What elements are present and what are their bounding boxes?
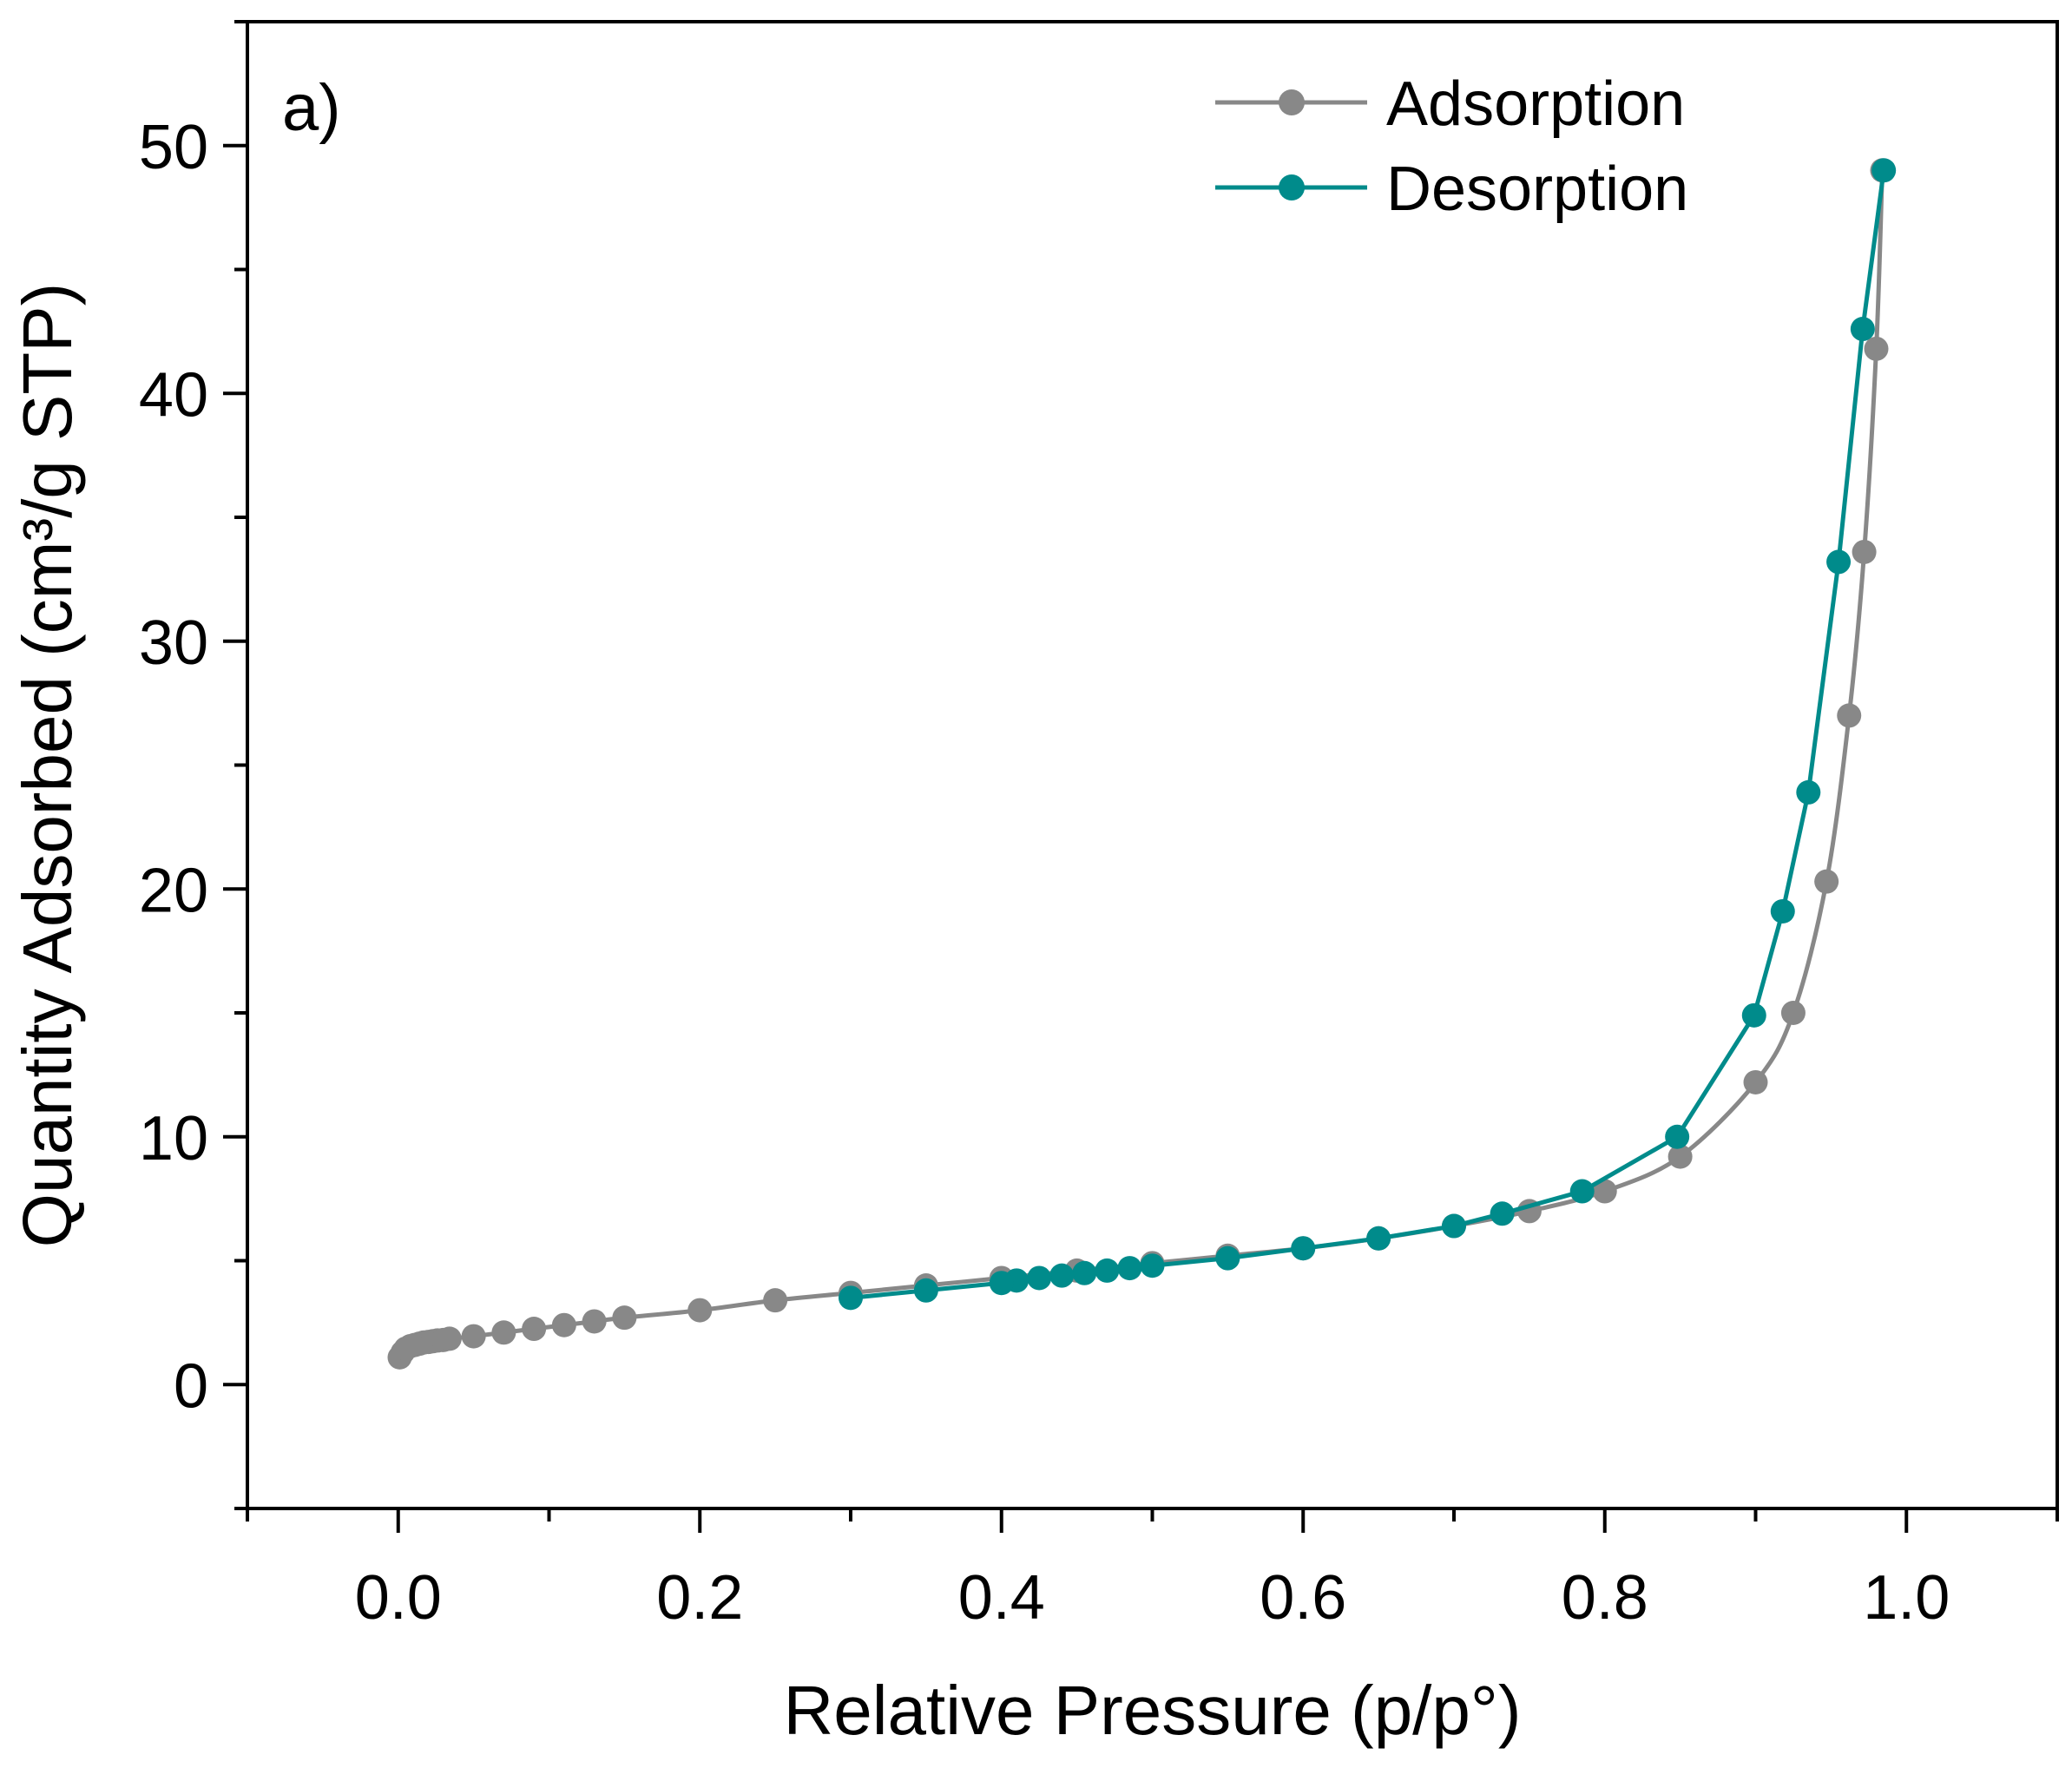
adsorption-point xyxy=(551,1312,576,1338)
adsorption-point xyxy=(687,1298,713,1323)
x-tick-label: 1.0 xyxy=(1863,1563,1950,1633)
x-tick-label: 0.2 xyxy=(656,1563,743,1633)
panel-label: a) xyxy=(282,71,341,145)
desorption-point xyxy=(1796,779,1821,805)
y-tick-label: 50 xyxy=(139,113,208,182)
desorption-point xyxy=(1850,317,1875,342)
adsorption-point xyxy=(491,1320,516,1345)
legend-label-adsorption: Adsorption xyxy=(1386,69,1685,139)
legend-item-adsorption: Adsorption xyxy=(1215,69,1685,139)
desorption-series xyxy=(839,158,1897,1311)
desorption-point xyxy=(1442,1213,1466,1239)
legend-label-desorption: Desorption xyxy=(1386,154,1688,224)
legend-marker-desorption xyxy=(1279,174,1305,200)
desorption-point xyxy=(1665,1124,1690,1149)
adsorption-point xyxy=(1743,1069,1768,1094)
series-layer xyxy=(387,158,1897,1370)
desorption-point xyxy=(1140,1253,1165,1278)
adsorption-point xyxy=(1814,869,1839,894)
desorption-point xyxy=(1366,1226,1391,1251)
desorption-point xyxy=(913,1278,938,1303)
legend: Adsorption Desorption xyxy=(1215,69,1688,224)
adsorption-point xyxy=(461,1324,486,1349)
desorption-point xyxy=(839,1285,863,1311)
x-tick-label: 0.6 xyxy=(1260,1563,1346,1633)
desorption-point xyxy=(1049,1263,1075,1288)
y-tick-label: 20 xyxy=(139,856,208,925)
x-axis-title: Relative Pressure (p/p°) xyxy=(783,1672,1521,1749)
adsorption-point xyxy=(437,1326,462,1351)
y-tick-label: 10 xyxy=(139,1104,208,1173)
adsorption-point xyxy=(1852,539,1877,564)
adsorption-point xyxy=(1667,1144,1693,1169)
adsorption-point xyxy=(522,1317,547,1342)
desorption-point xyxy=(1215,1245,1240,1271)
adsorption-point xyxy=(612,1305,637,1331)
y-tick-label: 40 xyxy=(139,360,208,430)
adsorption-point xyxy=(1864,336,1889,361)
desorption-point xyxy=(1291,1236,1316,1261)
y-axis-title: Quantity Adsorbed (cm³/g STP) xyxy=(9,283,86,1248)
desorption-point xyxy=(1569,1179,1595,1204)
desorption-point xyxy=(1770,898,1795,923)
adsorption-point xyxy=(1837,703,1862,728)
legend-marker-adsorption xyxy=(1279,89,1305,115)
adsorption-point xyxy=(582,1309,607,1334)
x-tick-label: 0.0 xyxy=(355,1563,442,1633)
desorption-point xyxy=(1741,1002,1766,1028)
ticks-layer: 0.0 0.2 0.4 0.6 0.8 1.0 0 10 20 30 40 50 xyxy=(139,20,2059,1633)
desorption-point xyxy=(1117,1256,1142,1281)
desorption-point xyxy=(989,1271,1014,1296)
y-tick-label: 0 xyxy=(174,1351,208,1421)
x-tick-label: 0.8 xyxy=(1562,1563,1648,1633)
adsorption-point xyxy=(763,1288,788,1313)
adsorption-point xyxy=(1780,1001,1806,1025)
desorption-point xyxy=(1095,1258,1120,1283)
legend-item-desorption: Desorption xyxy=(1215,154,1688,224)
y-tick-label: 30 xyxy=(139,608,208,678)
desorption-point xyxy=(1072,1260,1097,1285)
desorption-point xyxy=(1826,549,1852,575)
desorption-point xyxy=(1027,1265,1052,1291)
x-tick-label: 0.4 xyxy=(958,1563,1045,1633)
desorption-point xyxy=(1871,158,1897,183)
adsorption-point xyxy=(1592,1179,1617,1204)
desorption-point xyxy=(1490,1201,1515,1226)
